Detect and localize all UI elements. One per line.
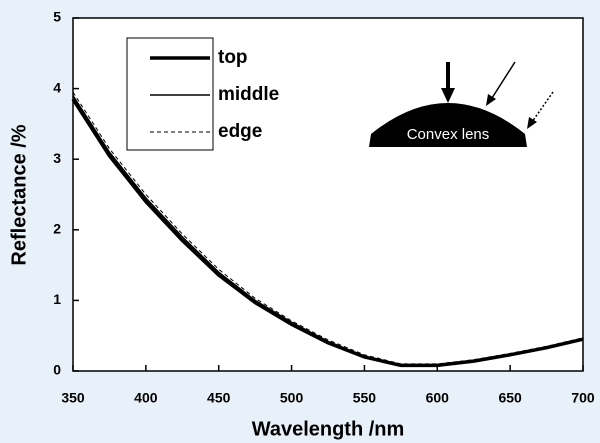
x-tick-label: 650: [498, 390, 522, 406]
y-tick-label: 0: [53, 362, 61, 378]
lens-diagram: Convex lens: [369, 61, 554, 147]
y-tick-label: 4: [53, 79, 61, 95]
y-tick-label: 2: [53, 221, 61, 237]
legend-label: edge: [218, 121, 262, 142]
arrowhead: [527, 117, 537, 129]
y-tick-label: 1: [53, 291, 61, 307]
x-tick-label: 450: [207, 390, 231, 406]
arrowhead: [441, 88, 455, 103]
x-tick-label: 350: [61, 390, 85, 406]
arrowhead: [486, 94, 496, 106]
legend-label: top: [218, 47, 248, 68]
y-tick-label: 3: [53, 150, 61, 166]
lens-label: Convex lens: [407, 126, 490, 143]
x-tick-label: 400: [134, 390, 158, 406]
series-line: [72, 91, 584, 365]
legend-box: [126, 37, 214, 151]
x-axis-title: Wavelength /nm: [252, 418, 405, 440]
y-axis-title: Reflectance /%: [8, 124, 30, 265]
x-tick-label: 700: [571, 390, 595, 406]
series-line: [72, 95, 584, 366]
arrow: [491, 61, 516, 99]
x-tick-label: 550: [353, 390, 377, 406]
y-tick-label: 5: [53, 9, 61, 25]
lens: [369, 103, 527, 147]
x-tick-label: 600: [426, 390, 450, 406]
x-tick-label: 500: [280, 390, 304, 406]
legend-label: middle: [218, 84, 279, 105]
